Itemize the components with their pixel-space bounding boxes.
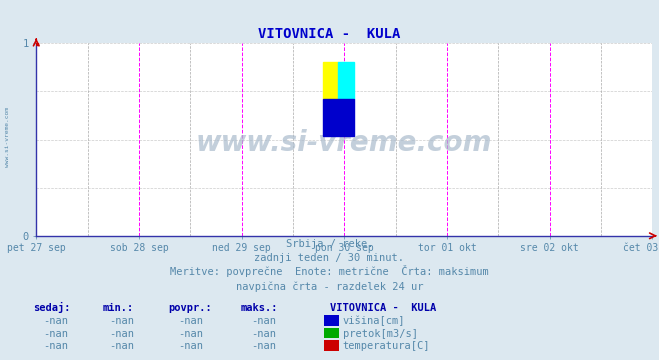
Text: povpr.:: povpr.: (168, 303, 212, 314)
Text: -nan: -nan (109, 329, 134, 339)
Text: maks.:: maks.: (241, 303, 278, 314)
Text: -nan: -nan (43, 329, 69, 339)
Text: zadnji teden / 30 minut.: zadnji teden / 30 minut. (254, 253, 405, 263)
Text: VITOVNICA -  KULA: VITOVNICA - KULA (258, 27, 401, 41)
Text: Meritve: povprečne  Enote: metrične  Črta: maksimum: Meritve: povprečne Enote: metrične Črta:… (170, 265, 489, 278)
Text: navpična črta - razdelek 24 ur: navpična črta - razdelek 24 ur (236, 281, 423, 292)
Text: www.si-vreme.com: www.si-vreme.com (196, 129, 492, 157)
Text: -nan: -nan (251, 329, 276, 339)
Bar (323, 62, 338, 99)
Bar (323, 99, 354, 136)
Text: -nan: -nan (251, 341, 276, 351)
Text: Srbija / reke.: Srbija / reke. (286, 239, 373, 249)
Text: min.:: min.: (102, 303, 133, 314)
Text: temperatura[C]: temperatura[C] (343, 341, 430, 351)
Text: -nan: -nan (43, 341, 69, 351)
Text: sedaj:: sedaj: (33, 302, 71, 314)
Text: www.si-vreme.com: www.si-vreme.com (5, 107, 10, 167)
Text: -nan: -nan (251, 316, 276, 326)
Bar (338, 62, 354, 99)
Text: -nan: -nan (179, 316, 204, 326)
Text: pretok[m3/s]: pretok[m3/s] (343, 329, 418, 339)
Text: višina[cm]: višina[cm] (343, 316, 405, 326)
Text: VITOVNICA -  KULA: VITOVNICA - KULA (330, 303, 436, 314)
Text: -nan: -nan (179, 329, 204, 339)
Text: -nan: -nan (109, 316, 134, 326)
Text: -nan: -nan (179, 341, 204, 351)
Text: -nan: -nan (43, 316, 69, 326)
Text: -nan: -nan (109, 341, 134, 351)
